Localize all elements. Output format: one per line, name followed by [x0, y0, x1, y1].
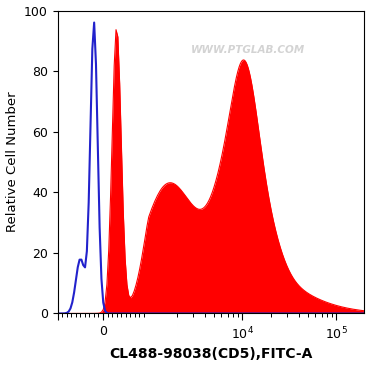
Y-axis label: Relative Cell Number: Relative Cell Number: [6, 92, 18, 232]
X-axis label: CL488-98038(CD5),FITC-A: CL488-98038(CD5),FITC-A: [110, 348, 313, 361]
Text: WWW.PTGLAB.COM: WWW.PTGLAB.COM: [191, 45, 305, 55]
